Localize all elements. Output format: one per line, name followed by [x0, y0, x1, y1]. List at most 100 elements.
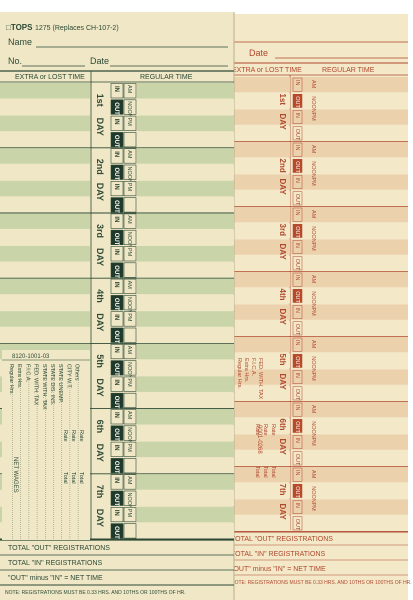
in-out-box — [110, 115, 124, 131]
am-pm-label: NOON — [126, 493, 132, 510]
registration-footnote: NOTE: REGISTRATIONS MUST BE 0.33 HRS. AN… — [5, 590, 186, 596]
in-out-label: OUT — [113, 331, 119, 344]
day-number: 2nd — [95, 159, 105, 175]
am-pm-label: AM — [126, 281, 132, 290]
back-in-out-label: OUT — [294, 161, 300, 173]
back-day-word: DAY — [278, 244, 287, 261]
am-pm-box — [123, 474, 137, 490]
regular-time-row — [137, 229, 234, 246]
total-out-registrations: TOTAL "OUT" REGISTRATIONS — [8, 545, 110, 552]
back-in-out-label: OUT — [294, 226, 300, 238]
deduction-label: Extra Hrs. — [16, 364, 22, 389]
am-pm-label: NOON — [126, 167, 132, 184]
regular-time-row — [137, 197, 234, 213]
total-in-registrations: TOTAL "IN" REGISTRATIONS — [8, 560, 102, 567]
am-pm-box — [123, 490, 137, 506]
back-in-out-box — [292, 402, 303, 417]
regular-time-row — [137, 131, 234, 148]
total-label: Total — [78, 472, 84, 484]
am-pm-box — [123, 343, 137, 360]
deduction-label: Regular Hrs. — [8, 364, 14, 395]
total-label: Total — [62, 472, 68, 484]
back-in-out-box — [292, 419, 303, 433]
day-number: 6th — [95, 420, 105, 434]
back-extra-row — [222, 304, 290, 320]
back-regular-row — [291, 239, 408, 255]
day-word: DAY — [95, 444, 105, 462]
back-regular-row — [291, 434, 408, 450]
back-am-pm-label: NOON — [310, 486, 316, 503]
back-day-word: DAY — [278, 114, 287, 131]
back-extra-row — [222, 467, 290, 483]
back-in-out-label: IN — [294, 308, 300, 314]
back-am-pm-label: PM — [310, 503, 316, 512]
am-pm-box — [123, 295, 137, 311]
back-form-code: 0001-0268 — [256, 425, 262, 454]
am-pm-box — [123, 278, 137, 294]
back-extra-row — [222, 369, 290, 385]
back-regular-row — [291, 337, 408, 353]
in-out-box — [110, 132, 124, 148]
back-extra-row — [222, 418, 290, 434]
in-out-label: OUT — [113, 265, 119, 278]
back-extra-row — [222, 77, 290, 93]
back-total-in: TOTAL "IN" REGISTRATIONS — [231, 551, 325, 558]
back-in-out-box — [292, 77, 303, 92]
back-in-out-label: OUT — [294, 291, 300, 303]
total-label: Total — [70, 472, 76, 484]
model-number: 1275 (Replaces CH-107-2) — [35, 25, 119, 32]
day-word: DAY — [95, 248, 105, 266]
back-am-pm-label: AM — [310, 80, 316, 89]
back-am-pm-label: NOON — [310, 421, 316, 438]
back-day-word: DAY — [278, 439, 287, 456]
in-out-box — [110, 99, 124, 115]
back-regular-row — [291, 288, 408, 304]
back-in-out-label: IN — [294, 340, 300, 346]
am-pm-box — [123, 506, 137, 523]
am-pm-box — [123, 425, 137, 441]
back-rate-label: Rate — [270, 424, 276, 436]
am-pm-box — [123, 523, 137, 539]
back-in-out-label: OUT — [294, 486, 300, 498]
back-in-out-box — [292, 451, 303, 466]
in-out-label: IN — [113, 347, 119, 353]
back-in-out-box — [292, 272, 303, 287]
regular-time-row — [137, 523, 234, 539]
am-pm-box — [123, 246, 137, 262]
in-out-label: OUT — [113, 494, 119, 507]
am-pm-label: NOON — [126, 297, 132, 314]
extra-time-row — [0, 83, 90, 99]
am-pm-label: AM — [126, 215, 132, 224]
back-time-card: 1st DAY IN AM OUT NOON IN PM OUT 2nd DAY IN AM OUT NOO… — [222, 14, 412, 600]
in-out-label: IN — [113, 184, 119, 190]
back-date-label: Date — [249, 48, 268, 58]
regular-time-header: REGULAR TIME — [140, 74, 193, 81]
no-label: No. — [8, 56, 22, 66]
in-out-box — [110, 213, 124, 229]
in-out-label: IN — [113, 510, 119, 516]
back-regular-row — [291, 353, 408, 369]
deduction-label: CITY W.T. — [65, 364, 71, 389]
regular-time-row — [137, 441, 234, 458]
back-card-grid: 1st DAY IN AM OUT NOON IN PM OUT 2nd DAY IN AM OUT NOO… — [222, 41, 408, 576]
am-pm-label: PM — [126, 378, 132, 387]
in-out-box — [110, 197, 124, 213]
am-pm-label: AM — [126, 476, 132, 485]
day-number: 7th — [95, 485, 105, 499]
am-pm-box — [123, 99, 137, 115]
day-number: 5th — [95, 354, 105, 368]
back-in-out-label: IN — [294, 145, 300, 151]
in-out-box — [110, 523, 124, 539]
regular-time-row — [137, 246, 234, 262]
day-number: 3rd — [95, 224, 105, 238]
regular-time-row — [137, 278, 234, 295]
back-regular-row — [291, 190, 408, 206]
back-in-out-label: OUT — [294, 96, 300, 108]
am-pm-label: PM — [126, 313, 132, 322]
deductions-panel — [2, 350, 90, 540]
back-in-out-label: OUT — [294, 129, 300, 141]
regular-time-row — [137, 148, 234, 164]
am-pm-box — [123, 327, 137, 343]
back-in-out-label: IN — [294, 178, 300, 184]
back-in-out-box — [292, 224, 303, 238]
